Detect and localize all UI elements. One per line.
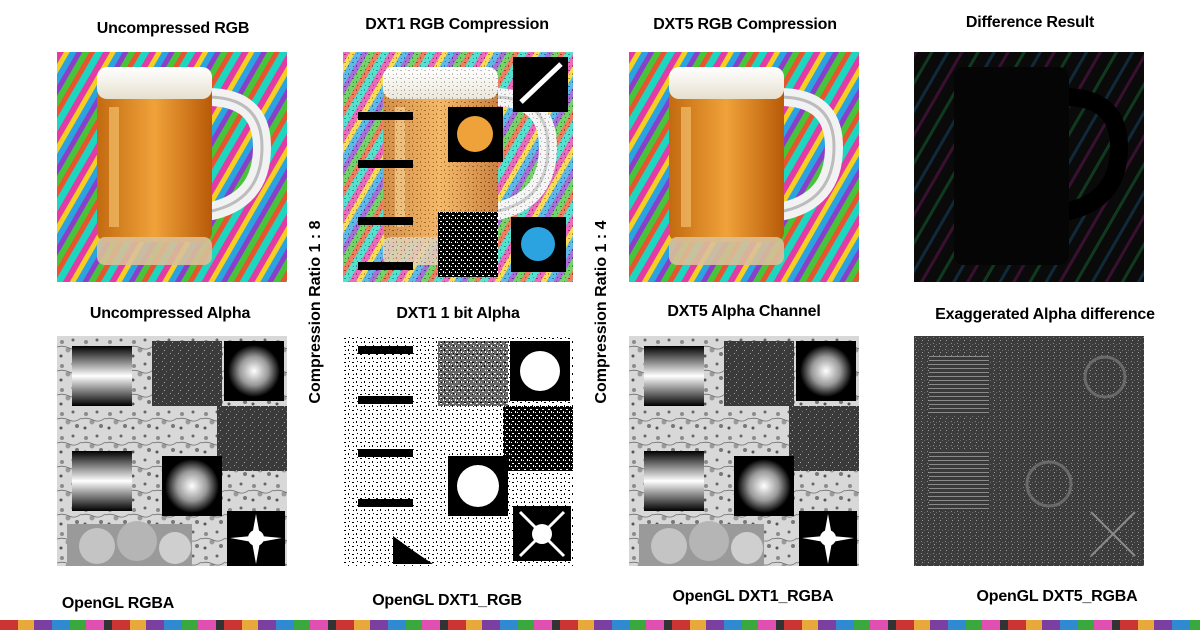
bottom-texture-strip	[0, 620, 1200, 630]
title-uncompressed-rgb: Uncompressed RGB	[96, 20, 250, 37]
image-uncompressed-rgb	[57, 52, 287, 282]
format-label-dxt1-rgb: OpenGL DXT1_RGB	[372, 592, 522, 609]
title-dxt5-alpha: DXT5 Alpha Channel	[667, 303, 821, 320]
image-dxt5-rgb	[629, 52, 859, 282]
title-uncompressed-alpha: Uncompressed Alpha	[89, 305, 251, 322]
title-dxt1-alpha: DXT1 1 bit Alpha	[396, 305, 520, 322]
image-dxt1-alpha	[343, 336, 573, 566]
title-exaggerated-alpha: Exaggerated Alpha difference	[935, 306, 1155, 323]
image-difference-result	[914, 52, 1144, 282]
title-dxt5-rgb: DXT5 RGB Compression	[653, 16, 837, 33]
title-difference-result: Difference Result	[965, 14, 1095, 31]
image-dxt5-alpha	[629, 336, 859, 566]
image-uncompressed-alpha	[57, 336, 287, 566]
format-label-dxt1-rgba: OpenGL DXT1_RGBA	[672, 588, 834, 605]
title-dxt1-rgb: DXT1 RGB Compression	[365, 16, 549, 33]
format-label-dxt5-rgba: OpenGL DXT5_RGBA	[976, 588, 1138, 605]
image-dxt1-rgb	[343, 52, 573, 282]
image-exaggerated-alpha-difference	[914, 336, 1144, 566]
format-label-rgba: OpenGL RGBA	[61, 595, 175, 612]
ratio-label-dxt1: Compression Ratio 1 : 8	[307, 220, 324, 404]
ratio-label-dxt5: Compression Ratio 1 : 4	[593, 220, 610, 404]
